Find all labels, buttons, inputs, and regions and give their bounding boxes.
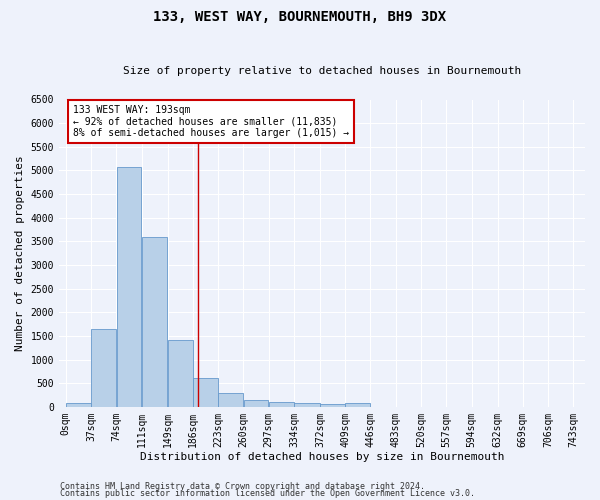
Bar bbox=[142, 236, 167, 407]
Text: Contains public sector information licensed under the Open Government Licence v3: Contains public sector information licen… bbox=[60, 489, 475, 498]
Title: Size of property relative to detached houses in Bournemouth: Size of property relative to detached ho… bbox=[123, 66, 521, 76]
Bar bbox=[244, 400, 268, 407]
Text: Contains HM Land Registry data © Crown copyright and database right 2024.: Contains HM Land Registry data © Crown c… bbox=[60, 482, 425, 491]
Bar bbox=[320, 404, 345, 407]
Bar bbox=[218, 393, 243, 407]
Bar bbox=[91, 329, 116, 407]
Text: 133 WEST WAY: 193sqm
← 92% of detached houses are smaller (11,835)
8% of semi-de: 133 WEST WAY: 193sqm ← 92% of detached h… bbox=[73, 104, 349, 138]
Bar bbox=[168, 340, 193, 407]
Bar bbox=[193, 378, 218, 407]
Bar bbox=[116, 166, 142, 407]
Y-axis label: Number of detached properties: Number of detached properties bbox=[15, 156, 25, 351]
Text: 133, WEST WAY, BOURNEMOUTH, BH9 3DX: 133, WEST WAY, BOURNEMOUTH, BH9 3DX bbox=[154, 10, 446, 24]
Bar bbox=[66, 404, 91, 407]
Bar bbox=[294, 403, 320, 407]
Bar bbox=[346, 404, 370, 407]
X-axis label: Distribution of detached houses by size in Bournemouth: Distribution of detached houses by size … bbox=[140, 452, 504, 462]
Bar bbox=[269, 402, 293, 407]
